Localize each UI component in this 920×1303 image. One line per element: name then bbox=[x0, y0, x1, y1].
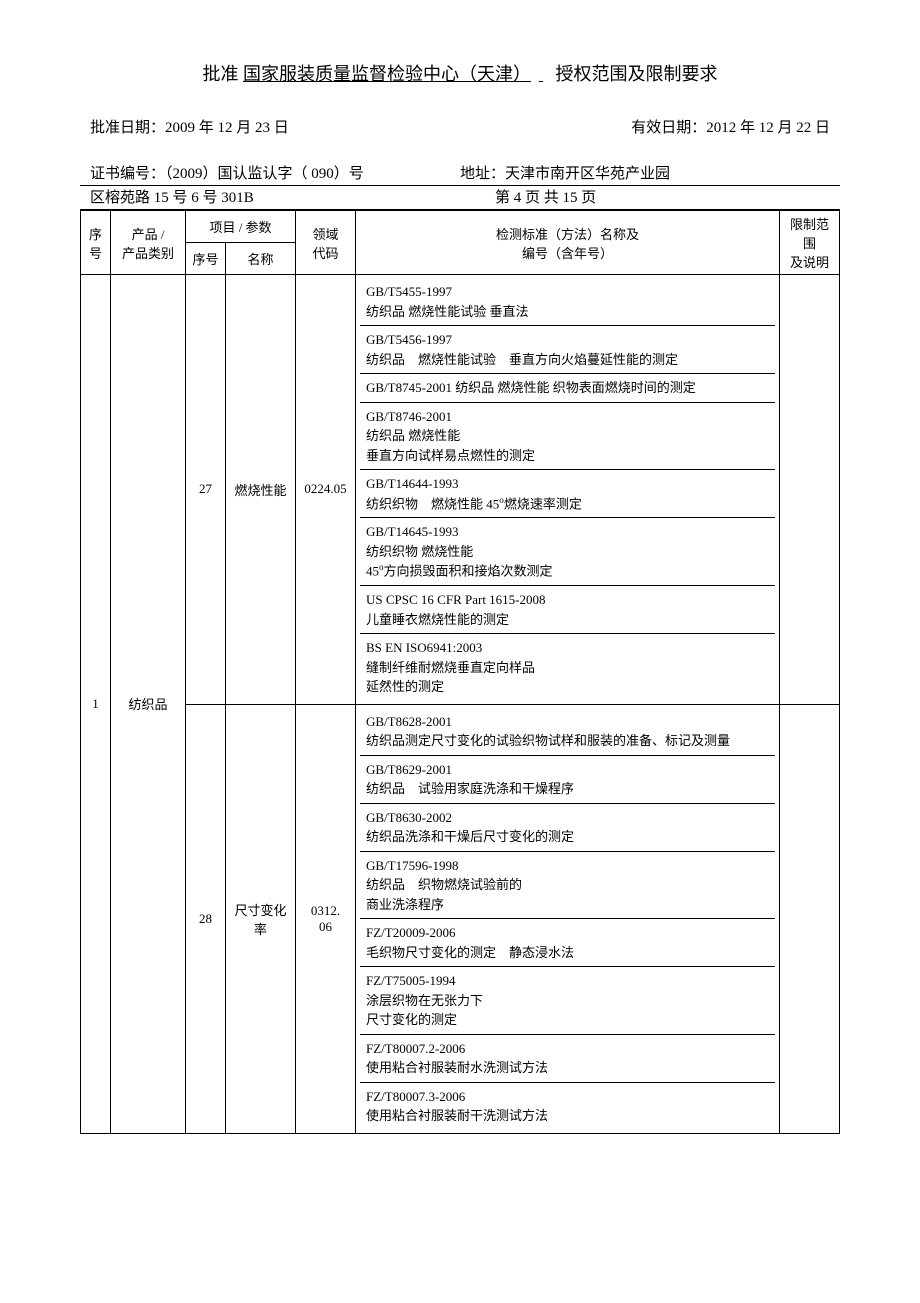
th-pseq: 序号 bbox=[186, 243, 226, 275]
th-seq-1: 序 bbox=[85, 224, 106, 243]
standard-item: FZ/T75005-1994涂层织物在无张力下尺寸变化的测定 bbox=[360, 967, 775, 1035]
th-prod-2: 产品类别 bbox=[115, 243, 181, 262]
title-prefix: 批准 bbox=[203, 64, 239, 84]
valid-date-label: 有效日期： bbox=[631, 120, 706, 136]
th-std-1: 检测标准（方法）名称及 bbox=[360, 224, 775, 243]
cell-code: 0312. 06 bbox=[296, 704, 356, 1133]
title-blank bbox=[531, 64, 551, 85]
document-title: 批准 国家服装质量监督检验中心（天津） 授权范围及限制要求 bbox=[80, 60, 840, 86]
cert-row: 证书编号：（2009）国认监认字（ 090）号 地址：天津市南开区华苑产业园 bbox=[80, 162, 840, 186]
addr-row: 区榕苑路 15 号 6 号 301B 第 4 页 共 15 页 bbox=[80, 186, 840, 210]
approval-date-value: 2009 年 12 月 23 日 bbox=[165, 120, 289, 136]
th-prod-1: 产品 / bbox=[115, 224, 181, 243]
th-seq-2: 号 bbox=[85, 243, 106, 262]
standard-item: GB/T8630-2002纺织品洗涤和干燥后尺寸变化的测定 bbox=[360, 804, 775, 852]
cell-param-name: 燃烧性能 bbox=[226, 275, 296, 705]
table-body: 1纺织品27燃烧性能0224.05GB/T5455-1997纺织品 燃烧性能试验… bbox=[81, 275, 840, 1134]
approval-date: 批准日期：2009 年 12 月 23 日 bbox=[90, 116, 289, 137]
cell-code: 0224.05 bbox=[296, 275, 356, 705]
standard-item: FZ/T80007.3-2006使用粘合衬服装耐干洗测试方法 bbox=[360, 1083, 775, 1130]
standard-item: GB/T8746-2001纺织品 燃烧性能垂直方向试样易点燃性的测定 bbox=[360, 403, 775, 471]
standard-item: GB/T8629-2001纺织品 试验用家庭洗涤和干燥程序 bbox=[360, 756, 775, 804]
cell-seq: 1 bbox=[81, 275, 111, 1134]
main-table: 序 号 产品 / 产品类别 项目 / 参数 领域 代码 检测标准（方法）名称及 … bbox=[80, 210, 840, 1134]
standard-item: GB/T14644-1993纺织织物 燃烧性能 45o燃烧速率测定 bbox=[360, 470, 775, 518]
cell-param-seq: 28 bbox=[186, 704, 226, 1133]
title-org: 国家服装质量监督检验中心（天津） bbox=[243, 64, 531, 84]
standard-item: BS EN ISO6941:2003缝制纤维耐燃烧垂直定向样品延然性的测定 bbox=[360, 634, 775, 701]
cell-param-seq: 27 bbox=[186, 275, 226, 705]
table-header: 序 号 产品 / 产品类别 项目 / 参数 领域 代码 检测标准（方法）名称及 … bbox=[81, 211, 840, 275]
standard-item: GB/T8628-2001纺织品测定尺寸变化的试验织物试样和服装的准备、标记及测… bbox=[360, 708, 775, 756]
th-limit-1: 限制范围 bbox=[784, 214, 835, 252]
address-line1: 地址：天津市南开区华苑产业园 bbox=[460, 162, 830, 183]
cert-number: 证书编号：（2009）国认监认字（ 090）号 bbox=[90, 162, 460, 183]
standard-item: FZ/T80007.2-2006使用粘合衬服装耐水洗测试方法 bbox=[360, 1035, 775, 1083]
valid-date: 有效日期：2012 年 12 月 22 日 bbox=[631, 116, 830, 137]
th-limit-2: 及说明 bbox=[784, 252, 835, 271]
th-code-2: 代码 bbox=[300, 243, 351, 262]
approval-date-label: 批准日期： bbox=[90, 120, 165, 136]
cell-standards: GB/T8628-2001纺织品测定尺寸变化的试验织物试样和服装的准备、标记及测… bbox=[356, 704, 780, 1133]
th-product: 产品 / 产品类别 bbox=[111, 211, 186, 275]
standard-item: FZ/T20009-2006毛织物尺寸变化的测定 静态浸水法 bbox=[360, 919, 775, 967]
standard-item: GB/T5456-1997纺织品 燃烧性能试验 垂直方向火焰蔓延性能的测定 bbox=[360, 326, 775, 374]
th-code-1: 领域 bbox=[300, 224, 351, 243]
standard-item: GB/T17596-1998纺织品 织物燃烧试验前的商业洗涤程序 bbox=[360, 852, 775, 920]
th-limit: 限制范围 及说明 bbox=[780, 211, 840, 275]
th-code: 领域 代码 bbox=[296, 211, 356, 275]
th-std-2: 编号（含年号） bbox=[360, 243, 775, 262]
cell-standards: GB/T5455-1997纺织品 燃烧性能试验 垂直法GB/T5456-1997… bbox=[356, 275, 780, 705]
standard-item: US CPSC 16 CFR Part 1615-2008儿童睡衣燃烧性能的测定 bbox=[360, 586, 775, 634]
th-standard: 检测标准（方法）名称及 编号（含年号） bbox=[356, 211, 780, 275]
date-row: 批准日期：2009 年 12 月 23 日 有效日期：2012 年 12 月 2… bbox=[80, 116, 840, 137]
standard-item: GB/T8745-2001 纺织品 燃烧性能 织物表面燃烧时间的测定 bbox=[360, 374, 775, 403]
th-seq: 序 号 bbox=[81, 211, 111, 275]
valid-date-value: 2012 年 12 月 22 日 bbox=[706, 120, 830, 136]
standard-item: GB/T5455-1997纺织品 燃烧性能试验 垂直法 bbox=[360, 278, 775, 326]
cell-param-name: 尺寸变化率 bbox=[226, 704, 296, 1133]
page-info: 第 4 页 共 15 页 bbox=[425, 186, 830, 207]
standard-item: GB/T14645-1993纺织织物 燃烧性能45o方向损毁面积和接焰次数测定 bbox=[360, 518, 775, 586]
cell-limit bbox=[780, 704, 840, 1133]
address-line2: 区榕苑路 15 号 6 号 301B bbox=[90, 186, 425, 207]
th-pname: 名称 bbox=[226, 243, 296, 275]
cell-limit bbox=[780, 275, 840, 705]
cell-product: 纺织品 bbox=[111, 275, 186, 1134]
title-suffix: 授权范围及限制要求 bbox=[556, 64, 718, 84]
th-param-group: 项目 / 参数 bbox=[186, 211, 296, 243]
